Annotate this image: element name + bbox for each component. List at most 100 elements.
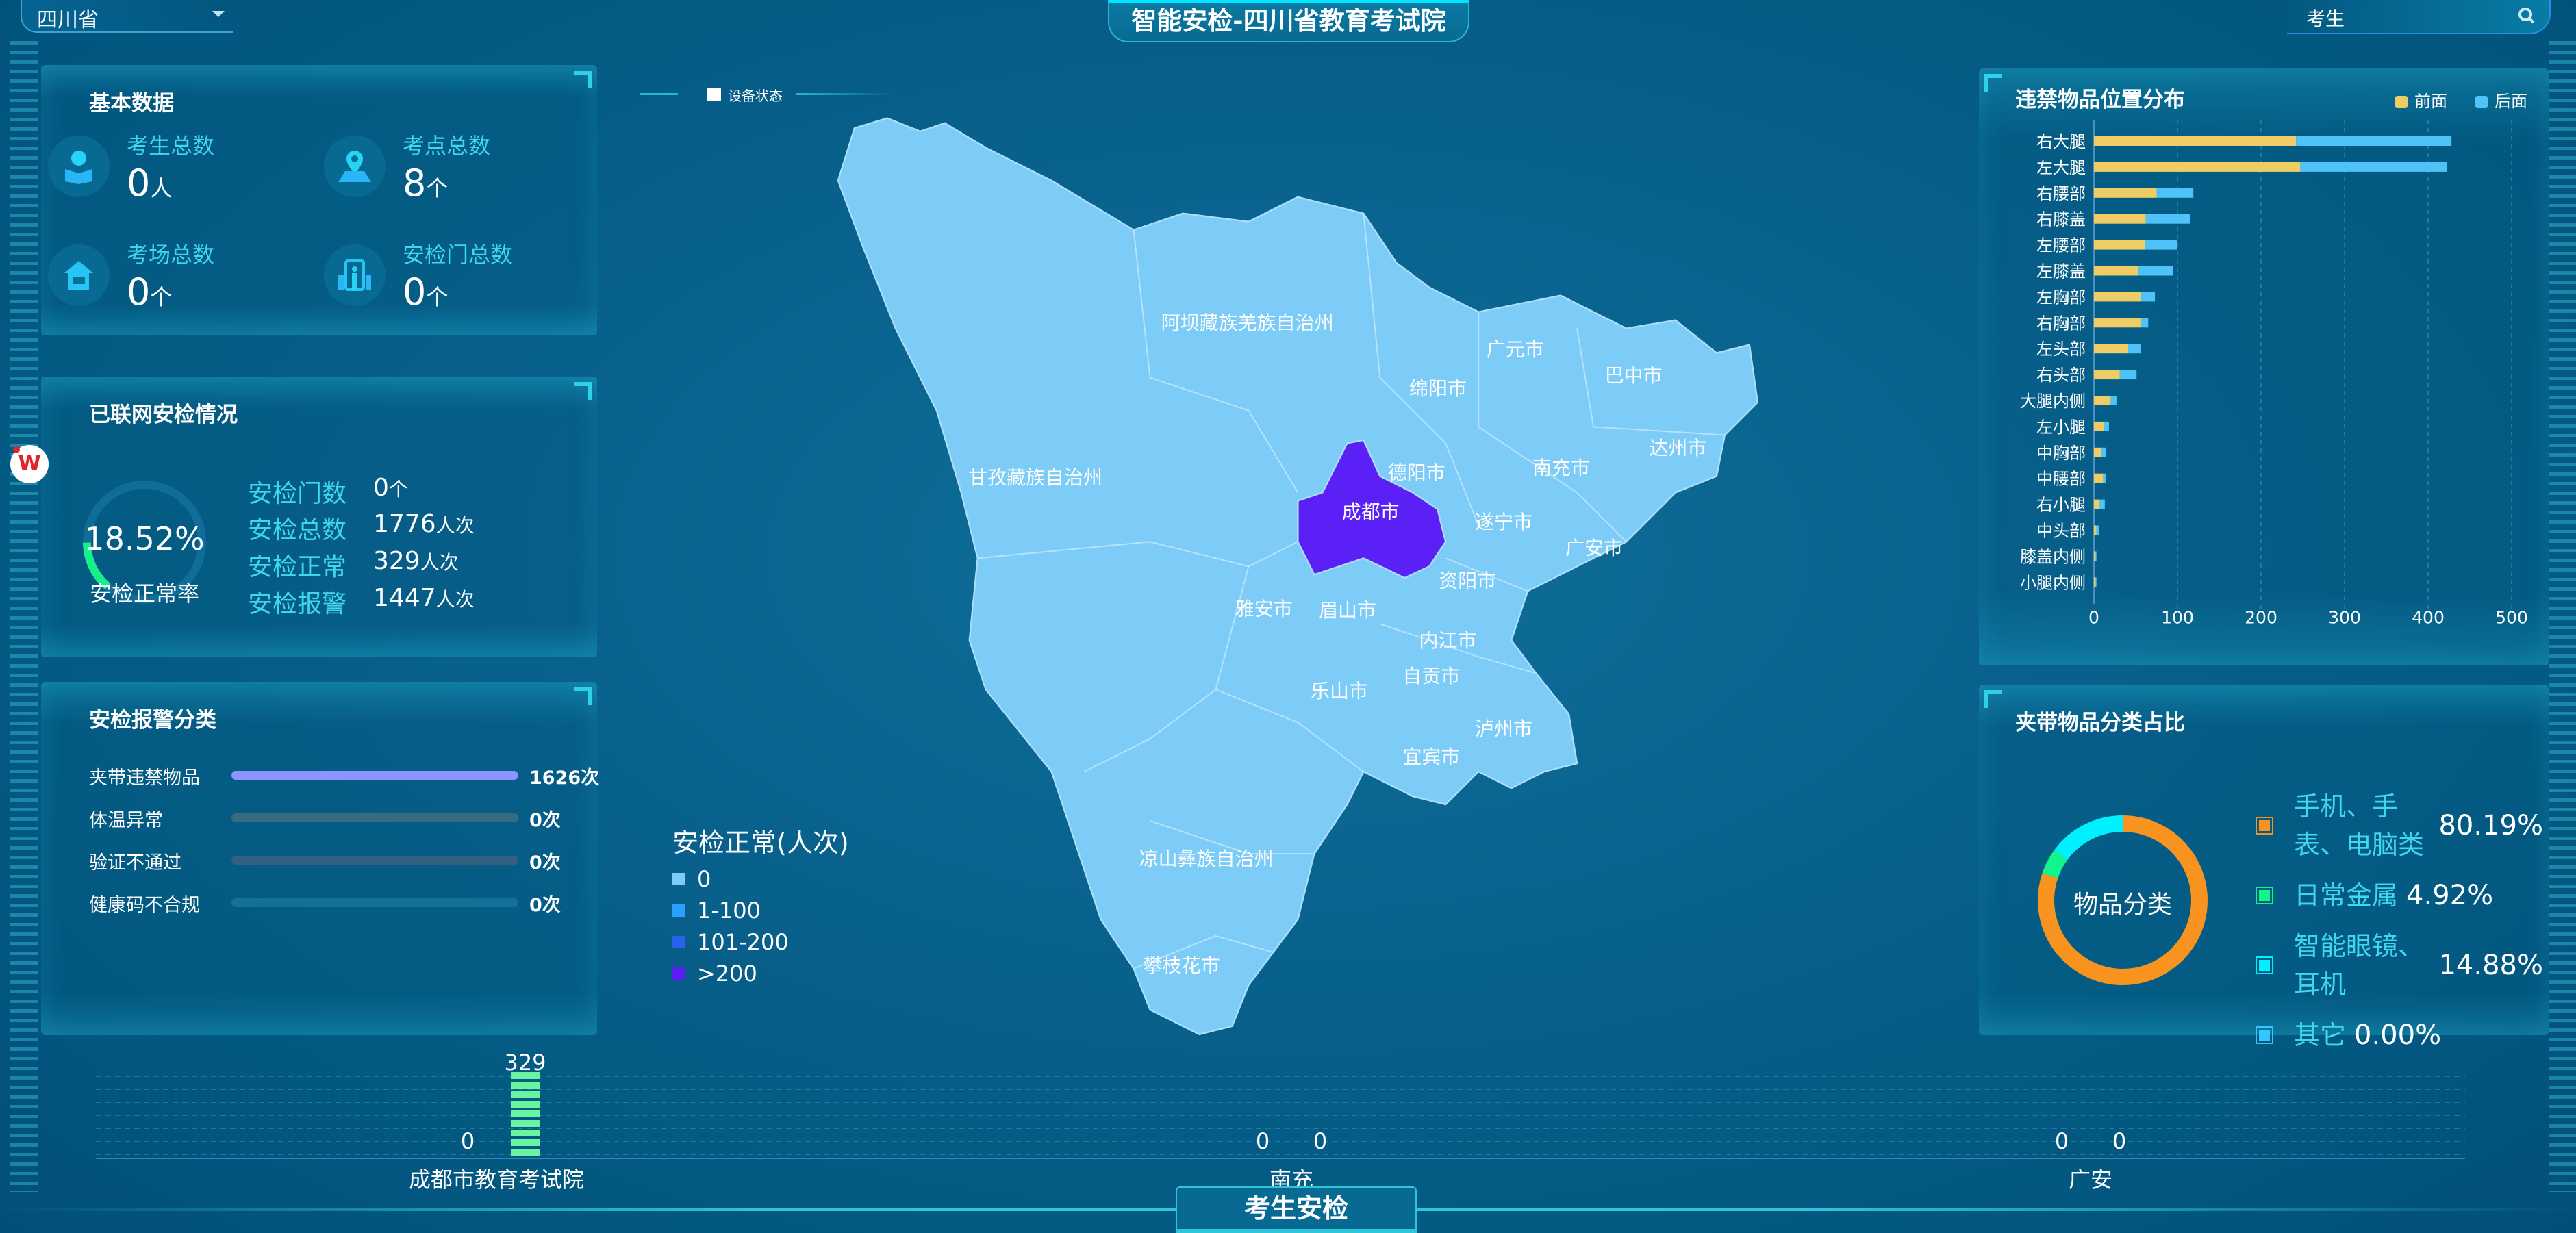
bar-后面[interactable] xyxy=(2138,266,2173,276)
map-region-label[interactable]: 内江市 xyxy=(1419,628,1477,652)
map-region-label[interactable]: 凉山彝族自治州 xyxy=(1139,847,1274,870)
map-region-label[interactable]: 自贡市 xyxy=(1402,665,1461,688)
map-region-label[interactable]: 雅安市 xyxy=(1235,598,1293,620)
map-region-label[interactable]: 甘孜藏族自治州 xyxy=(968,466,1103,489)
map-region-label[interactable]: 广安市 xyxy=(1565,537,1624,560)
bar-segment[interactable] xyxy=(511,1072,540,1079)
map-region-label[interactable]: 泸州市 xyxy=(1474,717,1533,741)
bar-后面[interactable] xyxy=(2296,136,2452,146)
map-region-label[interactable]: 宜宾市 xyxy=(1402,746,1461,768)
map-region-label[interactable]: 南充市 xyxy=(1532,456,1591,479)
search-box[interactable]: 考生 xyxy=(2287,0,2551,34)
donut-legend-item[interactable]: 手机、手表、电脑类 80.19% xyxy=(2256,787,2543,864)
bar-segment[interactable] xyxy=(511,1130,540,1136)
map-region-label[interactable]: 眉山市 xyxy=(1318,599,1377,622)
bar-segment[interactable] xyxy=(511,1149,540,1156)
map-legend-item[interactable]: 101-200 xyxy=(672,926,849,958)
device-status-legend[interactable]: 设备状态 xyxy=(640,84,892,104)
bar-前面[interactable] xyxy=(2094,525,2097,535)
donut-slice[interactable] xyxy=(2038,815,2208,985)
map-legend-item[interactable]: 1-100 xyxy=(672,895,849,926)
bar-后面[interactable] xyxy=(2110,396,2117,405)
bar-后面[interactable] xyxy=(2103,473,2106,483)
bar-前面[interactable] xyxy=(2094,188,2157,198)
bar-segment[interactable] xyxy=(511,1120,540,1127)
tab-student-security[interactable]: 考生安检 xyxy=(1176,1186,1417,1233)
bar-后面[interactable] xyxy=(2141,318,2149,328)
donut-legend-item[interactable]: 智能眼镜、耳机 14.88% xyxy=(2256,927,2543,1004)
bar-segment[interactable] xyxy=(511,1110,540,1117)
bar-前面[interactable] xyxy=(2094,577,2096,587)
bar-前面[interactable] xyxy=(2094,136,2297,146)
bar-后面[interactable] xyxy=(2095,551,2097,561)
bar-后面[interactable] xyxy=(2095,577,2097,587)
bar-前面[interactable] xyxy=(2094,292,2141,302)
y-category-label: 膝盖内侧 xyxy=(2020,547,2086,566)
province-select[interactable]: 四川省 xyxy=(21,0,233,33)
province-select-value: 四川省 xyxy=(37,8,99,32)
bar-前面[interactable] xyxy=(2094,447,2101,457)
map-region-label[interactable]: 广元市 xyxy=(1486,338,1544,361)
bar-segment[interactable] xyxy=(511,1139,540,1146)
map-region-label[interactable]: 阿坝藏族羌族自治州 xyxy=(1161,312,1334,335)
title-banner: 智能安检-四川省教育考试院 xyxy=(1108,0,1469,42)
bar-前面[interactable] xyxy=(2094,396,2111,405)
y-category-label: 左头部 xyxy=(2036,340,2086,359)
bar-前面[interactable] xyxy=(2094,370,2120,380)
bar-后面[interactable] xyxy=(2300,162,2448,172)
map-region-sichuan[interactable] xyxy=(837,117,1759,1036)
bar-前面[interactable] xyxy=(2094,266,2138,276)
donut-slice[interactable] xyxy=(2054,815,2123,860)
search-input[interactable]: 考生 xyxy=(2306,8,2345,30)
y-category-label: 右头部 xyxy=(2036,366,2086,385)
map-region-label[interactable]: 乐山市 xyxy=(1310,680,1369,702)
bar-后面[interactable] xyxy=(2145,240,2177,250)
bar-前面[interactable] xyxy=(2094,318,2141,328)
map-legend-item[interactable]: 0 xyxy=(672,863,849,895)
map-region-label[interactable]: 德阳市 xyxy=(1387,461,1445,484)
bar-segment[interactable] xyxy=(511,1091,540,1098)
bar-segment[interactable] xyxy=(511,1082,540,1089)
y-category-label: 左小腿 xyxy=(2036,418,2086,437)
donut-legend-item[interactable]: 其它 0.00% xyxy=(2256,1016,2543,1054)
bar-后面[interactable] xyxy=(2156,188,2194,198)
map-region-label[interactable]: 攀枝花市 xyxy=(1143,954,1220,977)
bar-前面[interactable] xyxy=(2094,162,2301,172)
bar-前面[interactable] xyxy=(2094,421,2104,431)
search-icon[interactable] xyxy=(2516,5,2537,26)
bar-后面[interactable] xyxy=(2096,525,2099,535)
bar-segment[interactable] xyxy=(511,1101,540,1108)
bar-后面[interactable] xyxy=(2099,499,2105,509)
category-donut-chart xyxy=(2038,815,2208,985)
normal-rate-gauge xyxy=(83,481,206,604)
legend-label[interactable]: 后面 xyxy=(2495,92,2527,111)
bar-后面[interactable] xyxy=(2119,370,2137,380)
map-region-chengdu[interactable] xyxy=(1297,439,1447,579)
bar-前面[interactable] xyxy=(2094,214,2146,224)
map-region-label[interactable]: 成都市 xyxy=(1341,500,1400,524)
map-legend-item[interactable]: >200 xyxy=(672,958,849,989)
map-region-label[interactable]: 达州市 xyxy=(1649,436,1707,459)
donut-legend-item[interactable]: 日常金属 4.92% xyxy=(2256,876,2543,915)
bar-前面[interactable] xyxy=(2094,499,2099,509)
bar-后面[interactable] xyxy=(2141,292,2156,302)
y-category-label: 中头部 xyxy=(2036,522,2086,541)
bar-前面[interactable] xyxy=(2094,551,2096,561)
legend-label[interactable]: 前面 xyxy=(2414,92,2447,111)
wps-float-icon[interactable]: W xyxy=(10,445,49,483)
map-region-label[interactable]: 资阳市 xyxy=(1439,570,1497,593)
bar-后面[interactable] xyxy=(2145,214,2190,224)
bar-后面[interactable] xyxy=(2128,344,2141,354)
bar-后面[interactable] xyxy=(2104,421,2109,431)
bar-前面[interactable] xyxy=(2094,344,2129,354)
map-region-label[interactable]: 巴中市 xyxy=(1604,364,1663,387)
y-category-label: 左大腿 xyxy=(2036,158,2086,177)
bar-前面[interactable] xyxy=(2094,473,2104,483)
donut-slice[interactable] xyxy=(2042,850,2068,879)
bar-前面[interactable] xyxy=(2094,240,2145,250)
map-region-label[interactable]: 遂宁市 xyxy=(1474,510,1533,533)
bar-后面[interactable] xyxy=(2101,447,2106,457)
normal-rate-value: 18.52% xyxy=(84,520,205,557)
map-region-label[interactable]: 绵阳市 xyxy=(1409,377,1467,401)
